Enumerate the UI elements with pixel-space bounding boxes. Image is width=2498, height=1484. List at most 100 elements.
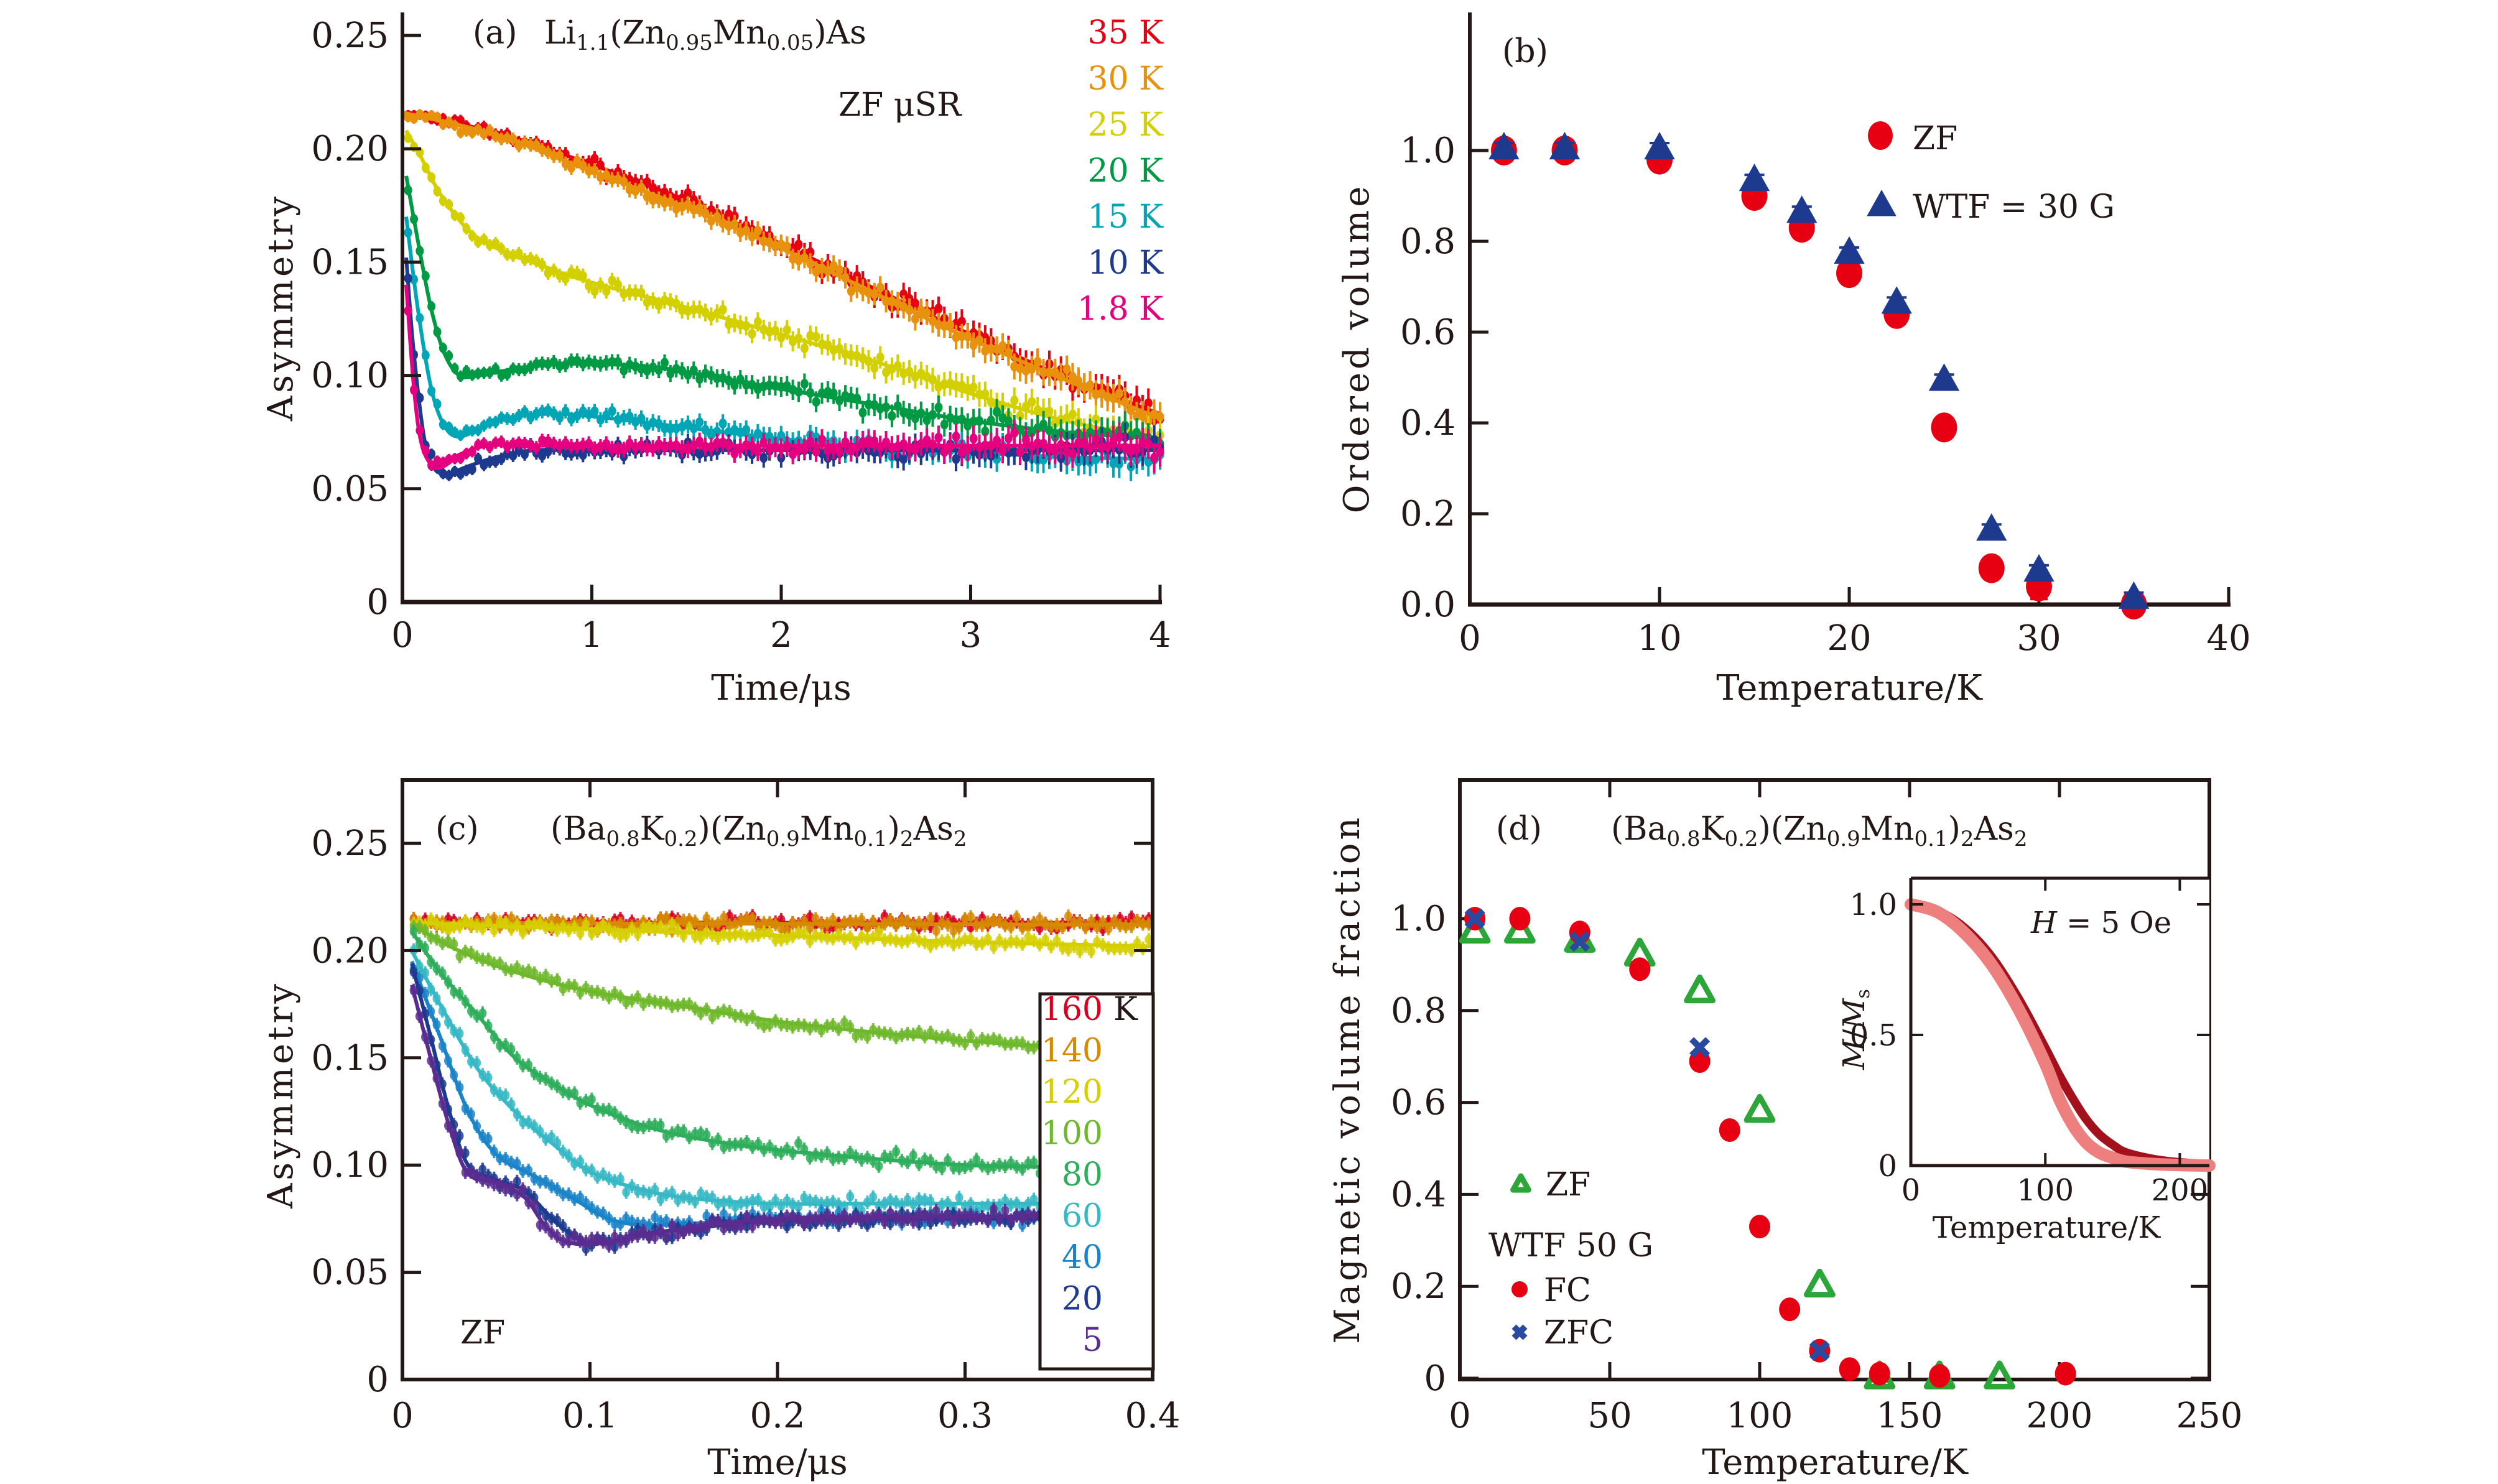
data-point-triangle — [1834, 236, 1865, 264]
data-point — [898, 1216, 906, 1227]
data-point — [800, 1218, 809, 1229]
data-point-triangle — [1928, 363, 1960, 391]
data-point — [702, 1129, 711, 1140]
legend-entry: 80 — [1062, 1156, 1103, 1194]
legend-label-zfc: ZFC — [1544, 1314, 1613, 1352]
series-120K — [409, 912, 1153, 958]
y-tick-label: 1.0 — [1400, 131, 1456, 171]
data-point — [620, 365, 628, 376]
panel-a-title: Li1.1(Zn0.95Mn0.05)As — [544, 14, 866, 55]
panel-c-xlabel: Time/μs — [707, 1442, 848, 1483]
inset-ylabel: M/Ms — [1837, 989, 1874, 1070]
data-point — [622, 930, 631, 940]
cross-stroke — [1569, 931, 1590, 952]
data-point — [940, 419, 949, 430]
data-point — [1021, 452, 1030, 462]
panel-a-annotation: ZF μSR — [838, 86, 962, 124]
panel-a-xlabel: Time/μs — [711, 668, 852, 708]
legend-entry: 25 K — [1087, 106, 1164, 144]
data-point — [1092, 414, 1100, 425]
x-tick-label: 250 — [2176, 1396, 2243, 1436]
data-point — [660, 358, 669, 368]
inset-x-tick-label: 100 — [2017, 1173, 2074, 1208]
inset-y-tick-label: 1.0 — [1850, 888, 1897, 922]
data-point — [720, 1209, 728, 1220]
series-80K — [409, 924, 1153, 1181]
data-point — [880, 1217, 889, 1228]
data-point — [998, 445, 1007, 456]
data-point — [870, 363, 879, 373]
data-point — [651, 1212, 659, 1223]
panel-d-inset: 0 0.5 1.0 0 100 200 H = 5 Oe Temperature/K M/… — [1837, 876, 2216, 1245]
data-point — [888, 410, 896, 421]
panel-b-legend: ZF WTF = 30 G — [1867, 120, 2115, 226]
x-tick-label: 0.4 — [1125, 1396, 1180, 1436]
data-point — [590, 285, 599, 296]
y-tick-label: 0 — [366, 582, 389, 623]
data-point — [1016, 410, 1024, 421]
data-point-open-triangle — [1684, 974, 1716, 1004]
data-point-triangle — [2023, 554, 2055, 582]
data-point — [1012, 912, 1021, 922]
data-point — [957, 317, 966, 327]
legend-entry: 100 — [1041, 1115, 1103, 1152]
data-point — [590, 154, 599, 164]
legend-entry: 15 K — [1087, 198, 1164, 236]
panel-d-legend: ZF WTF 50 G FC ZFC — [1488, 1166, 1653, 1352]
data-point — [967, 1031, 975, 1041]
data-point — [937, 1163, 946, 1174]
data-point — [587, 1233, 596, 1244]
fit-curve — [404, 257, 1160, 476]
data-point — [1004, 416, 1013, 427]
data-point-triangle — [1488, 132, 1520, 160]
data-point — [922, 415, 931, 425]
data-point — [969, 434, 978, 444]
data-point — [1035, 914, 1044, 924]
data-point — [869, 1192, 878, 1202]
y-tick-label: 1.0 — [1391, 899, 1446, 939]
data-point — [654, 300, 663, 310]
data-point — [1001, 1205, 1010, 1216]
data-point — [993, 435, 1001, 446]
data-point — [863, 1220, 871, 1230]
y-tick-label: 0.6 — [1391, 1083, 1446, 1123]
data-point — [1133, 427, 1141, 438]
data-point-x — [1464, 908, 1485, 929]
panel-b: 0.0 0.2 0.4 0.6 0.8 1.0 0 10 20 30 40 (b) ZF WTF = … — [1337, 12, 2251, 708]
data-point-open-triangle — [1804, 1268, 1836, 1298]
panel-c-title: (Ba0.8K0.2)(Zn0.9Mn0.1)2As2 — [550, 810, 967, 851]
fit-curve — [404, 175, 1161, 441]
data-point — [789, 449, 797, 460]
data-point — [1092, 434, 1100, 445]
data-point — [1144, 398, 1153, 409]
y-tick-label: 0.8 — [1400, 221, 1456, 262]
data-point — [1051, 445, 1059, 456]
data-point-triangle — [1976, 513, 2007, 541]
y-tick-label: 0.20 — [311, 930, 389, 971]
data-point — [812, 446, 820, 457]
data-point — [952, 431, 960, 442]
data-point — [800, 379, 809, 389]
fit-curve — [402, 110, 1161, 420]
x-tick-label: 0 — [1449, 1396, 1471, 1436]
data-point — [718, 304, 727, 315]
x-tick-label: 2 — [770, 615, 792, 656]
panel-d-xlabel: Temperature/K — [1702, 1442, 1969, 1483]
data-point — [782, 325, 791, 335]
cross-stroke — [1511, 1324, 1528, 1340]
y-tick-label: 0.05 — [311, 469, 389, 509]
data-point-circle — [1978, 553, 2005, 583]
data-point-triangle — [1881, 286, 1912, 314]
legend-entry: 40 — [1062, 1239, 1103, 1276]
data-point-triangle — [1786, 195, 1818, 223]
series-30K — [402, 109, 1164, 436]
data-point-circle — [1839, 1357, 1860, 1381]
panel-c-annotation: ZF — [460, 1314, 505, 1352]
data-point — [852, 938, 860, 948]
data-point — [899, 453, 908, 464]
data-point — [513, 962, 521, 973]
data-point — [702, 913, 711, 924]
data-point-circle — [1629, 957, 1651, 981]
legend-label-fc: FC — [1544, 1272, 1591, 1309]
data-point — [1039, 419, 1048, 430]
